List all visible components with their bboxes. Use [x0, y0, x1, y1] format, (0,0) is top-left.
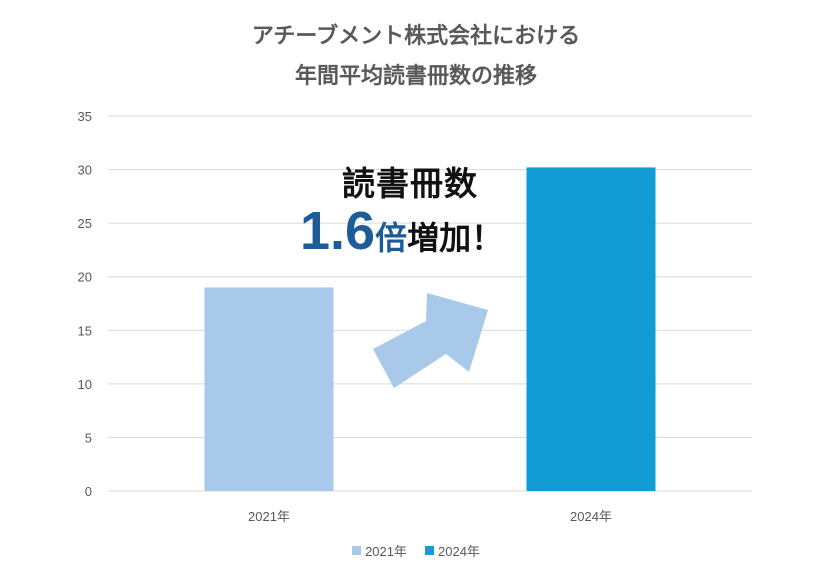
legend-label-2021: 2021年 [365, 544, 407, 559]
legend-item-2024[interactable]: 2024年 [425, 541, 480, 560]
y-tick-label: 10 [78, 377, 92, 392]
y-tick-label: 5 [85, 430, 92, 445]
annotation-multiplier: 1.6 [300, 201, 376, 261]
legend-label-2024: 2024年 [438, 544, 480, 559]
legend-swatch-2024 [425, 546, 434, 555]
chart-title-line2: 年間平均読書冊数の推移 [294, 64, 537, 89]
chart-legend: 2021年 2024年 [0, 541, 832, 560]
annotation-unit: 倍 [375, 219, 408, 257]
annotation-tail: 増加！ [407, 219, 504, 257]
x-category-label: 2024年 [570, 509, 612, 524]
y-tick-label: 25 [78, 216, 92, 231]
x-category-label: 2021年 [248, 509, 290, 524]
legend-swatch-2021 [352, 546, 362, 555]
chart-title-line1: アチーブメント株式会社における [251, 24, 581, 49]
bar-1[interactable] [526, 167, 656, 491]
y-tick-label: 35 [78, 109, 92, 124]
legend-item-2021[interactable]: 2021年 [352, 541, 407, 560]
y-tick-label: 30 [78, 163, 92, 178]
annotation-increase: 1.6倍増加！ [300, 200, 503, 262]
annotation-heading: 読書冊数 [342, 164, 478, 203]
bar-0[interactable] [204, 287, 334, 491]
growth-arrow-icon [373, 293, 488, 388]
y-tick-label: 20 [78, 270, 92, 285]
y-tick-label: 0 [85, 484, 92, 499]
y-tick-label: 15 [78, 323, 92, 338]
